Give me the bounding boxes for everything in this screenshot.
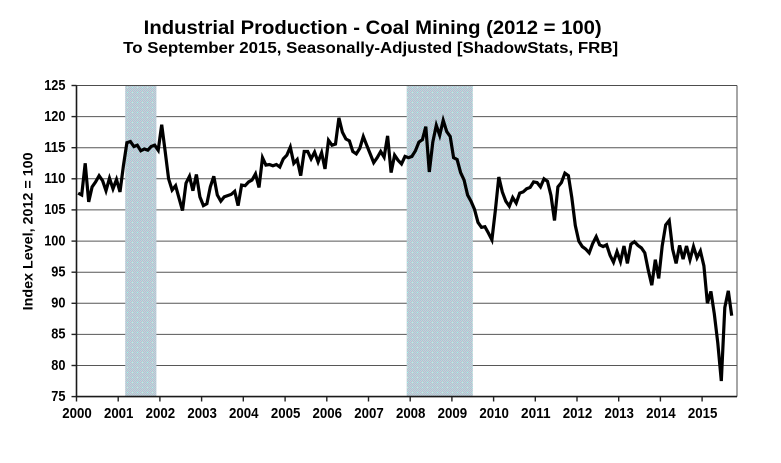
svg-text:2001: 2001: [104, 405, 134, 422]
svg-text:2009: 2009: [438, 405, 468, 422]
svg-text:Industrial Production - Coal M: Industrial Production - Coal Mining (201…: [144, 18, 602, 39]
svg-text:To September 2015, Seasonally-: To September 2015, Seasonally-Adjusted […: [123, 40, 618, 57]
svg-text:100: 100: [44, 232, 65, 249]
svg-text:105: 105: [44, 201, 65, 218]
svg-text:2007: 2007: [354, 405, 384, 422]
svg-text:2014: 2014: [646, 405, 676, 422]
svg-text:2008: 2008: [396, 405, 426, 422]
svg-text:2004: 2004: [229, 405, 259, 422]
svg-text:2000: 2000: [62, 405, 92, 422]
svg-text:110: 110: [44, 170, 65, 187]
svg-text:95: 95: [51, 264, 65, 281]
svg-text:2015: 2015: [688, 405, 718, 422]
svg-text:2010: 2010: [479, 405, 509, 422]
svg-text:2006: 2006: [313, 405, 343, 422]
svg-text:115: 115: [44, 139, 65, 156]
svg-text:2002: 2002: [146, 405, 176, 422]
svg-text:75: 75: [51, 388, 65, 405]
svg-text:120: 120: [44, 108, 65, 125]
svg-text:2012: 2012: [563, 405, 593, 422]
svg-text:80: 80: [51, 357, 65, 374]
svg-text:2003: 2003: [187, 405, 217, 422]
svg-text:2013: 2013: [604, 405, 634, 422]
svg-text:85: 85: [51, 326, 65, 343]
svg-text:Index Level, 2012 = 100: Index Level, 2012 = 100: [21, 152, 36, 310]
svg-text:2005: 2005: [271, 405, 301, 422]
svg-text:90: 90: [51, 295, 65, 312]
svg-text:2011: 2011: [521, 405, 551, 422]
svg-text:125: 125: [44, 77, 65, 94]
